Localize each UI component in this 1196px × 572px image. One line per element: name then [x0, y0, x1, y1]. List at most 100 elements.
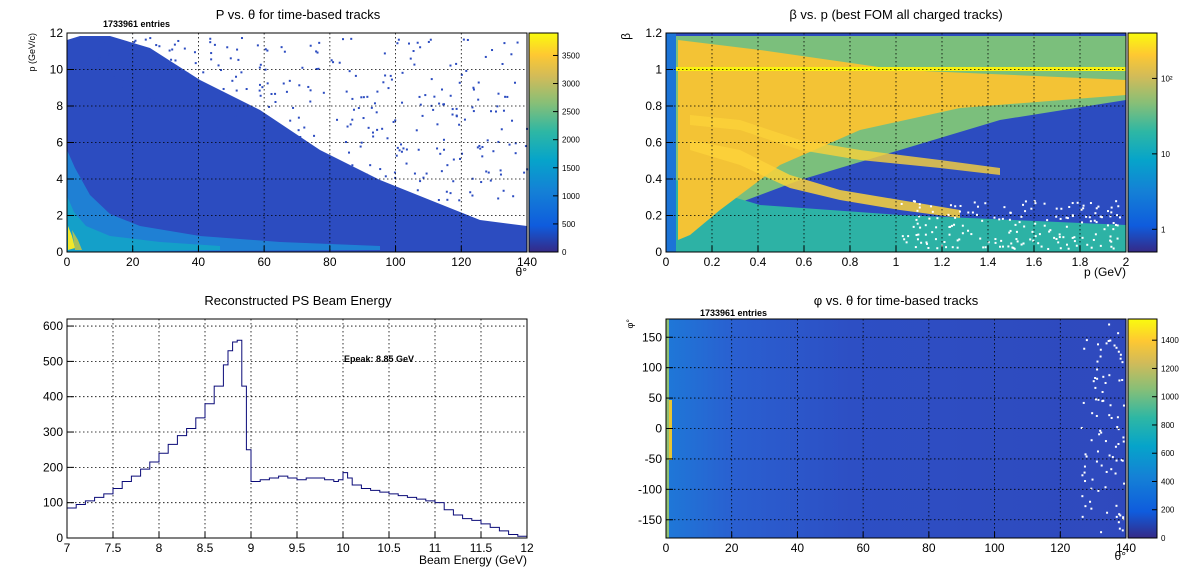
sparse-bin — [245, 88, 248, 91]
sparse-bin — [452, 158, 455, 161]
sparse-bin — [458, 81, 461, 84]
empty-bin — [1123, 482, 1126, 485]
sparse-bin — [115, 78, 118, 81]
sparse-bin — [98, 36, 101, 39]
sparse-bin — [251, 128, 254, 131]
sparse-bin — [440, 170, 443, 173]
empty-bin — [1117, 521, 1120, 524]
sparse-bin — [135, 70, 138, 73]
sparse-bin — [152, 70, 155, 73]
colorbar — [529, 33, 558, 252]
empty-bin — [1110, 417, 1113, 420]
sparse-bins — [1080, 323, 1126, 534]
sparse-bin — [413, 63, 416, 66]
sparse-bin — [459, 157, 462, 160]
sparse-bin — [149, 37, 152, 40]
empty-bin — [943, 241, 946, 244]
sparse-bin — [143, 85, 146, 88]
sparse-bin — [433, 95, 436, 98]
empty-bin — [912, 200, 915, 203]
empty-bin — [1076, 201, 1079, 204]
empty-bin — [1060, 207, 1063, 210]
sparse-bin — [118, 69, 121, 72]
sparse-bin — [508, 143, 511, 146]
sparse-bin — [512, 195, 515, 198]
sparse-bin — [266, 82, 269, 85]
empty-bin — [1010, 242, 1013, 245]
empty-bin — [1048, 230, 1051, 233]
sparse-bin — [263, 149, 266, 152]
sparse-bin — [259, 94, 262, 97]
empty-bin — [958, 238, 961, 241]
empty-bin — [1090, 246, 1093, 249]
x-axis-label: θ° — [516, 265, 528, 279]
sparse-bins — [97, 36, 529, 202]
sparse-bin — [190, 97, 193, 100]
empty-bin — [1090, 439, 1093, 442]
sparse-bin — [455, 62, 458, 65]
empty-bin — [1094, 212, 1097, 215]
empty-bin — [907, 235, 910, 238]
sparse-bin — [342, 38, 345, 41]
sparse-bin — [129, 91, 132, 94]
empty-bin — [1109, 239, 1112, 242]
empty-bin — [928, 217, 931, 220]
sparse-bin — [285, 90, 288, 93]
peak-annotation: Epeak: 8.85 GeV — [344, 354, 414, 364]
sparse-bin — [133, 41, 136, 44]
empty-bin — [1096, 450, 1099, 453]
sparse-bin — [283, 50, 286, 53]
empty-bin — [1058, 233, 1061, 236]
sparse-bin — [343, 174, 346, 177]
sparse-bin — [168, 49, 171, 52]
empty-bin — [934, 238, 937, 241]
empty-bin — [1034, 222, 1037, 225]
empty-bin — [954, 216, 957, 219]
x-axis-label: θ° — [1115, 549, 1127, 563]
empty-bin — [1015, 238, 1018, 241]
empty-bin — [1109, 215, 1112, 218]
empty-bin — [945, 246, 948, 249]
empty-bin — [917, 233, 920, 236]
sparse-bin — [458, 199, 461, 202]
sparse-bin — [218, 128, 221, 131]
empty-bin — [915, 218, 918, 221]
y-tick-label: 12 — [50, 26, 64, 40]
empty-bin — [961, 224, 964, 227]
empty-bin — [1102, 375, 1105, 378]
empty-bin — [1111, 456, 1114, 459]
sparse-bin — [177, 39, 180, 42]
sparse-bin — [115, 45, 118, 48]
empty-bin — [1122, 436, 1125, 439]
sparse-bin — [235, 89, 238, 92]
empty-bin — [1121, 529, 1124, 532]
empty-bin — [901, 235, 904, 238]
empty-bin — [1091, 478, 1094, 481]
colorbar-tick-label: 800 — [1161, 421, 1175, 430]
sparse-bin — [99, 47, 102, 50]
empty-bin — [1084, 505, 1087, 508]
empty-bin — [1015, 230, 1018, 233]
y-tick-label: 2 — [56, 209, 63, 223]
x-axis-ticks: 7 7.5 8 8.5 9 9.5 10 10.5 11 11.5 12 — [64, 532, 534, 555]
sparse-bin — [280, 46, 283, 49]
empty-bin — [912, 225, 915, 228]
sparse-bin — [510, 53, 513, 56]
sparse-bin — [345, 90, 348, 93]
grid-lines — [666, 319, 1126, 538]
sparse-bin — [477, 81, 480, 84]
x-axis-label: Beam Energy (GeV) — [419, 553, 527, 567]
sparse-bin — [315, 50, 318, 53]
sparse-bin — [455, 115, 458, 118]
sparse-bin — [494, 110, 497, 113]
y-tick-label: 100 — [642, 361, 662, 375]
sparse-bin — [354, 74, 357, 77]
sparse-bin — [240, 108, 243, 111]
y-tick-label: 1 — [655, 63, 662, 77]
empty-bin — [925, 241, 928, 244]
entries-label: 1733961 entries — [103, 19, 170, 29]
sparse-bin — [449, 192, 452, 195]
sparse-bin — [349, 123, 352, 126]
sparse-bin — [268, 126, 271, 129]
sparse-bin — [206, 112, 209, 115]
